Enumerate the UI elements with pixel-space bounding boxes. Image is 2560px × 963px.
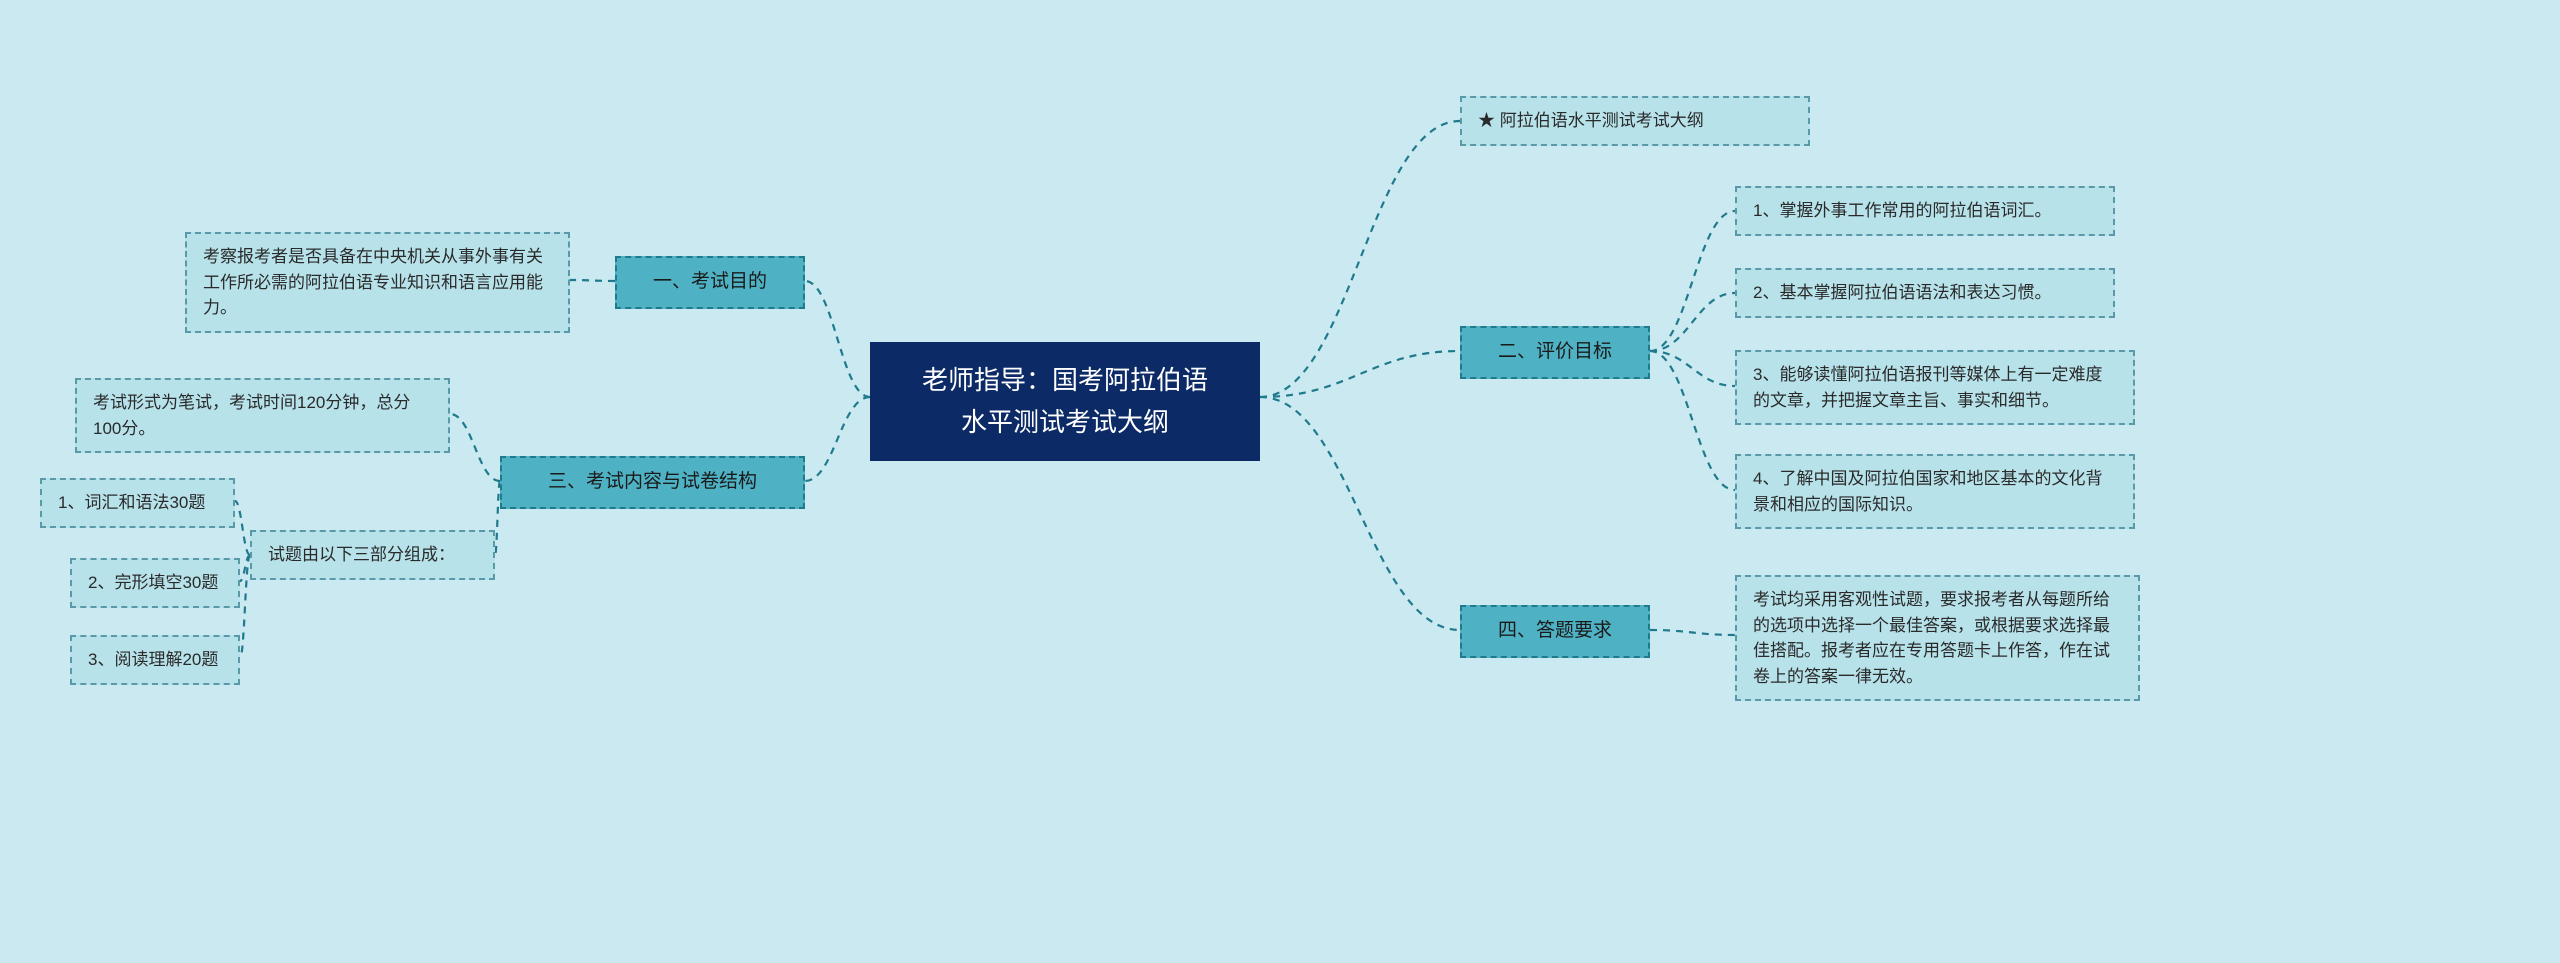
connectors-layer: [0, 0, 2560, 963]
root-node: 老师指导：国考阿拉伯语 水平测试考试大纲: [870, 342, 1260, 461]
leaf-goal-2: 2、基本掌握阿拉伯语语法和表达习惯。: [1735, 268, 2115, 318]
branch-answer: 四、答题要求: [1460, 605, 1650, 658]
branch-star: ★ 阿拉伯语水平测试考试大纲: [1460, 96, 1810, 146]
leaf-part-1: 1、词汇和语法30题: [40, 478, 235, 528]
leaf-answer-desc: 考试均采用客观性试题，要求报考者从每题所给的选项中选择一个最佳答案，或根据要求选…: [1735, 575, 2140, 701]
branch-goals: 二、评价目标: [1460, 326, 1650, 379]
leaf-goal-1: 1、掌握外事工作常用的阿拉伯语词汇。: [1735, 186, 2115, 236]
leaf-goal-3: 3、能够读懂阿拉伯语报刊等媒体上有一定难度的文章，并把握文章主旨、事实和细节。: [1735, 350, 2135, 425]
leaf-content-parts: 试题由以下三部分组成：: [250, 530, 495, 580]
root-line1: 老师指导：国考阿拉伯语: [898, 360, 1232, 402]
leaf-content-form: 考试形式为笔试，考试时间120分钟，总分100分。: [75, 378, 450, 453]
leaf-part-2: 2、完形填空30题: [70, 558, 240, 608]
leaf-part-3: 3、阅读理解20题: [70, 635, 240, 685]
leaf-purpose-desc: 考察报考者是否具备在中央机关从事外事有关工作所必需的阿拉伯语专业知识和语言应用能…: [185, 232, 570, 333]
branch-content: 三、考试内容与试卷结构: [500, 456, 805, 509]
leaf-goal-4: 4、了解中国及阿拉伯国家和地区基本的文化背景和相应的国际知识。: [1735, 454, 2135, 529]
branch-purpose: 一、考试目的: [615, 256, 805, 309]
root-line2: 水平测试考试大纲: [898, 402, 1232, 444]
